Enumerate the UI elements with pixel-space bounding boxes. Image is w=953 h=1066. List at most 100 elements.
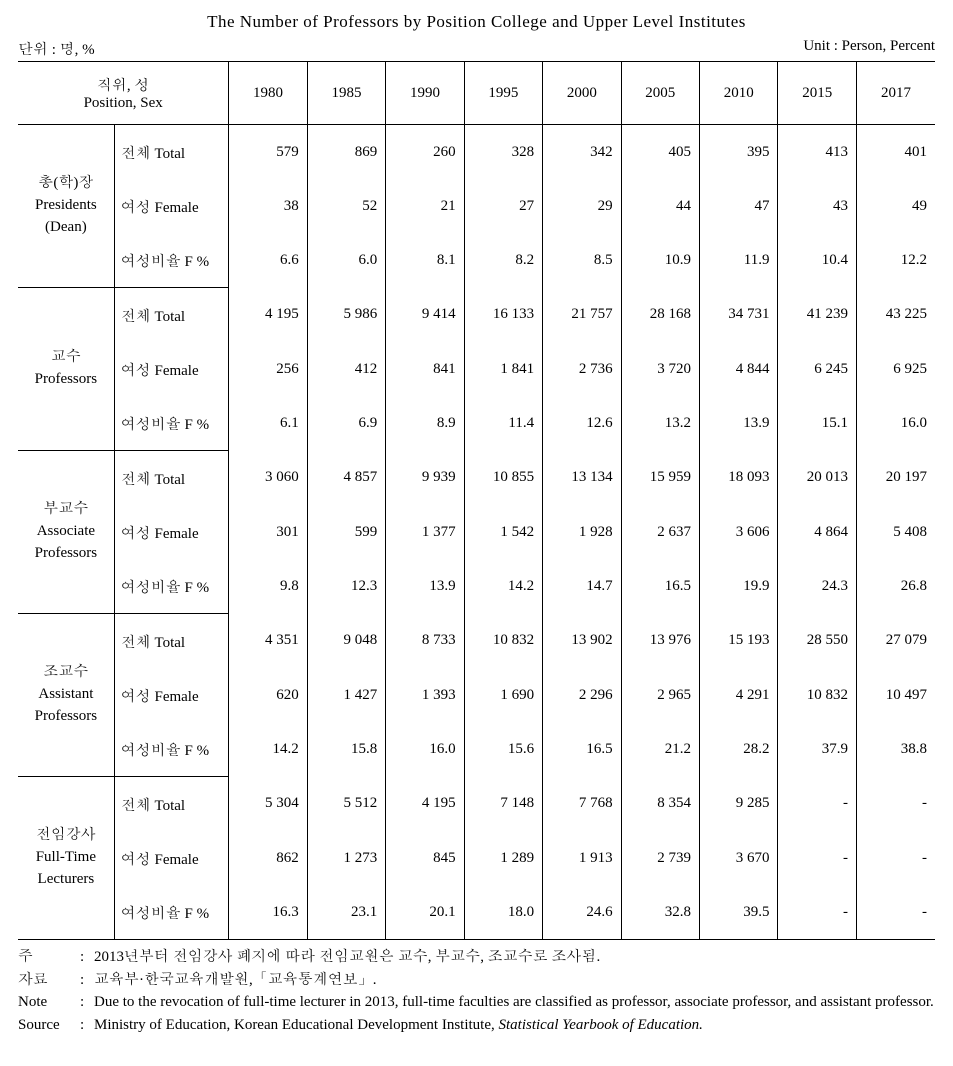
value-cell: 6.0 [307, 233, 385, 288]
sub-label: 여성 Female [114, 342, 229, 396]
note-label: 주 [18, 946, 80, 969]
value-cell: 8 733 [386, 614, 464, 669]
note-label: Source [18, 1014, 80, 1037]
value-cell: 32.8 [621, 885, 699, 940]
value-cell: 4 857 [307, 451, 385, 506]
sub-label: 여성비율 F % [114, 722, 229, 777]
value-cell: 1 690 [464, 668, 542, 722]
value-cell: 2 296 [543, 668, 621, 722]
value-cell: 21.2 [621, 722, 699, 777]
value-cell: 845 [386, 831, 464, 885]
value-cell: 28.2 [700, 722, 778, 777]
value-cell: 4 291 [700, 668, 778, 722]
value-cell: 39.5 [700, 885, 778, 940]
note-colon: : [80, 946, 94, 969]
header-position: 직위, 성 Position, Sex [18, 62, 229, 125]
value-cell: 43 225 [856, 288, 935, 343]
value-cell: 21 757 [543, 288, 621, 343]
value-cell: 9 048 [307, 614, 385, 669]
value-cell: 13 976 [621, 614, 699, 669]
value-cell: 28 550 [778, 614, 856, 669]
value-cell: 4 195 [386, 777, 464, 832]
header-position-en: Position, Sex [18, 95, 228, 112]
value-cell: 9 285 [700, 777, 778, 832]
sub-label: 전체 Total [114, 451, 229, 506]
value-cell: 18.0 [464, 885, 542, 940]
value-cell: 7 148 [464, 777, 542, 832]
unit-row: 단위 : 명, % Unit : Person, Percent [18, 38, 935, 59]
value-cell: 14.2 [464, 559, 542, 614]
value-cell: 9 939 [386, 451, 464, 506]
value-cell: 3 720 [621, 342, 699, 396]
note-colon: : [80, 1014, 94, 1037]
value-cell: 18 093 [700, 451, 778, 506]
value-cell: 43 [778, 179, 856, 233]
table-title: The Number of Professors by Position Col… [18, 12, 935, 32]
value-cell: 14.2 [229, 722, 307, 777]
sub-label: 여성 Female [114, 505, 229, 559]
value-cell: 1 377 [386, 505, 464, 559]
sub-label: 여성비율 F % [114, 559, 229, 614]
value-cell: 16 133 [464, 288, 542, 343]
value-cell: 41 239 [778, 288, 856, 343]
value-cell: 21 [386, 179, 464, 233]
sub-label: 여성 Female [114, 179, 229, 233]
value-cell: 16.3 [229, 885, 307, 940]
value-cell: 579 [229, 125, 307, 180]
notes-block: 주 : 2013년부터 전임강사 폐지에 따라 전임교원은 교수, 부교수, 조… [18, 946, 935, 1036]
value-cell: 10 832 [778, 668, 856, 722]
note-text: 2013년부터 전임강사 폐지에 따라 전임교원은 교수, 부교수, 조교수로 … [94, 946, 935, 969]
value-cell: 2 736 [543, 342, 621, 396]
table-row: 여성 Female8621 2738451 2891 9132 7393 670… [18, 831, 935, 885]
note-text: 교육부·한국교육개발원,「교육통계연보」. [94, 969, 935, 992]
table-row: 여성 Female6201 4271 3931 6902 2962 9654 2… [18, 668, 935, 722]
value-cell: 16.0 [386, 722, 464, 777]
value-cell: 1 427 [307, 668, 385, 722]
value-cell: 38.8 [856, 722, 935, 777]
header-year: 1985 [307, 62, 385, 125]
sub-label: 전체 Total [114, 614, 229, 669]
value-cell: 9.8 [229, 559, 307, 614]
professors-table: 직위, 성 Position, Sex 19801985199019952000… [18, 61, 935, 940]
value-cell: 2 965 [621, 668, 699, 722]
value-cell: 405 [621, 125, 699, 180]
value-cell: 34 731 [700, 288, 778, 343]
note-label: Note [18, 991, 80, 1014]
value-cell: 412 [307, 342, 385, 396]
value-cell: 15 193 [700, 614, 778, 669]
table-row: 전임강사Full-TimeLecturers전체 Total5 3045 512… [18, 777, 935, 832]
table-row: 여성비율 F %16.323.120.118.024.632.839.5-- [18, 885, 935, 940]
value-cell: 1 542 [464, 505, 542, 559]
value-cell: 6 925 [856, 342, 935, 396]
value-cell: 12.6 [543, 396, 621, 451]
value-cell: 5 986 [307, 288, 385, 343]
note-source: Source : Ministry of Education, Korean E… [18, 1014, 935, 1037]
value-cell: 862 [229, 831, 307, 885]
note-label: 자료 [18, 969, 80, 992]
value-cell: 15 959 [621, 451, 699, 506]
value-cell: 8.1 [386, 233, 464, 288]
value-cell: 15.8 [307, 722, 385, 777]
value-cell: 869 [307, 125, 385, 180]
value-cell: 15.6 [464, 722, 542, 777]
value-cell: 1 273 [307, 831, 385, 885]
value-cell: 599 [307, 505, 385, 559]
value-cell: 8 354 [621, 777, 699, 832]
unit-right: Unit : Person, Percent [803, 38, 935, 59]
value-cell: 4 864 [778, 505, 856, 559]
header-year: 2005 [621, 62, 699, 125]
header-year: 1990 [386, 62, 464, 125]
value-cell: 28 168 [621, 288, 699, 343]
value-cell: - [856, 777, 935, 832]
value-cell: 27 079 [856, 614, 935, 669]
value-cell: 9 414 [386, 288, 464, 343]
value-cell: 6.1 [229, 396, 307, 451]
header-year: 2017 [856, 62, 935, 125]
value-cell: 10 497 [856, 668, 935, 722]
header-year: 2010 [700, 62, 778, 125]
value-cell: 1 913 [543, 831, 621, 885]
value-cell: 395 [700, 125, 778, 180]
table-row: 여성 Female385221272944474349 [18, 179, 935, 233]
value-cell: 3 670 [700, 831, 778, 885]
value-cell: 260 [386, 125, 464, 180]
